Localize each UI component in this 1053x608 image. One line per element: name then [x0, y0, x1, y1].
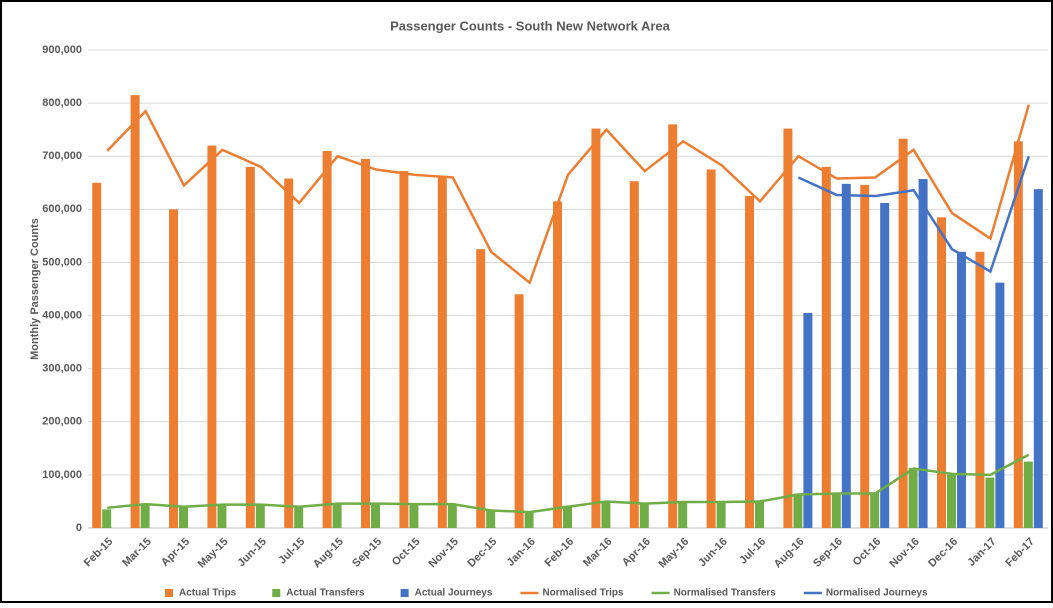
line	[106, 104, 1031, 285]
y-tick-label: 800,000	[42, 97, 82, 109]
bar	[985, 477, 995, 528]
bar	[706, 169, 716, 528]
bar	[956, 251, 966, 529]
bar	[1033, 189, 1043, 528]
bar	[371, 503, 380, 528]
chart-title: Passenger Counts - South New Network Are…	[390, 18, 671, 33]
legend-label: Normalised Transfers	[674, 588, 777, 599]
bar	[563, 505, 572, 528]
bar	[284, 178, 294, 529]
y-tick-label: 100,000	[42, 469, 82, 481]
bar	[486, 510, 496, 528]
y-axis-label: Monthly Passenger Counts	[29, 218, 41, 360]
bar	[553, 201, 563, 528]
bar	[898, 138, 908, 528]
bar	[409, 504, 419, 528]
legend-label: Normalised Trips	[542, 588, 624, 599]
bar	[524, 512, 534, 528]
bar	[255, 504, 265, 528]
bar	[361, 158, 371, 528]
bar	[937, 217, 947, 529]
legend-label: Actual Transfers	[286, 588, 365, 599]
bar	[975, 251, 985, 529]
bar	[947, 474, 956, 528]
bar	[102, 509, 112, 528]
bar	[803, 312, 813, 528]
bar	[880, 202, 890, 528]
legend-swatch	[272, 589, 281, 597]
bar	[217, 504, 227, 528]
bar	[447, 504, 457, 528]
y-tick-label: 0	[76, 522, 82, 534]
legend-swatch	[165, 589, 173, 597]
bar	[92, 182, 102, 528]
bar	[476, 249, 486, 528]
bar	[399, 171, 409, 529]
bar	[514, 294, 524, 528]
y-tick-label: 200,000	[42, 416, 82, 428]
bar	[1023, 461, 1033, 528]
legend-label: Actual Trips	[179, 588, 237, 599]
bar	[668, 124, 678, 528]
bar	[601, 501, 611, 528]
bar	[140, 504, 150, 528]
y-tick-label: 400,000	[42, 309, 82, 321]
bar	[437, 177, 447, 528]
y-tick-label: 700,000	[42, 150, 82, 162]
bar	[793, 493, 803, 528]
line	[797, 155, 1030, 274]
bar	[821, 166, 831, 528]
bar	[169, 209, 179, 529]
bar	[639, 503, 649, 528]
bar	[831, 493, 841, 528]
bar	[322, 150, 332, 528]
bar	[908, 467, 918, 528]
bar	[841, 183, 851, 528]
bar	[716, 501, 726, 528]
legend-swatch	[400, 589, 409, 597]
bar	[245, 166, 255, 528]
y-tick-label: 600,000	[42, 203, 82, 215]
bar	[294, 506, 304, 528]
bar	[745, 196, 755, 529]
line	[107, 453, 1030, 514]
bar	[130, 95, 140, 529]
bar	[678, 501, 688, 528]
legend-label: Actual Journeys	[415, 588, 493, 599]
bar	[783, 128, 793, 529]
bar	[755, 500, 764, 528]
bar	[870, 492, 880, 528]
y-tick-label: 500,000	[42, 256, 82, 268]
bar	[332, 503, 342, 528]
y-tick-label: 900,000	[42, 44, 82, 56]
bar	[591, 128, 601, 529]
bar	[629, 181, 639, 528]
bar	[179, 506, 188, 528]
y-tick-label: 300,000	[42, 363, 82, 375]
bar	[1013, 141, 1023, 528]
bar	[995, 282, 1005, 528]
bar	[918, 179, 928, 528]
legend-label: Normalised Journeys	[826, 588, 928, 599]
bar	[207, 145, 217, 528]
bar	[860, 184, 870, 528]
